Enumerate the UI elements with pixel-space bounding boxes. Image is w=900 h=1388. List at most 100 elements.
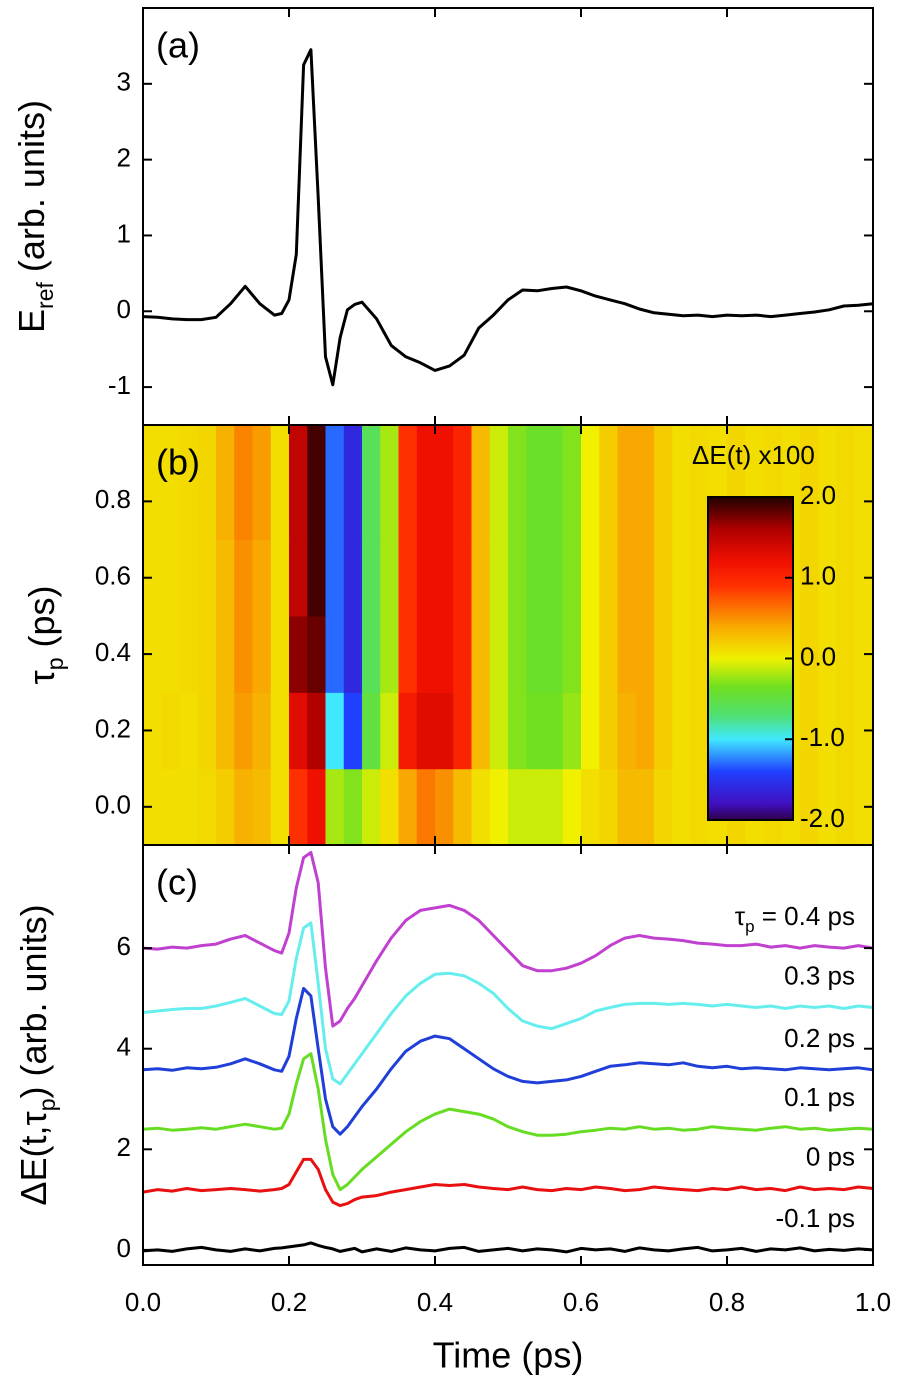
heat-cell [161, 615, 181, 693]
heat-cell [234, 615, 254, 693]
heat-cell [252, 539, 272, 617]
heat-cell [362, 425, 381, 541]
heat-cell [143, 425, 162, 541]
heat-cell [161, 539, 181, 617]
heat-cell [617, 425, 637, 541]
heat-cell [216, 692, 235, 770]
y-tick-label: 0.0 [95, 790, 131, 820]
heat-cell [672, 692, 692, 770]
series-label: τp = 0.4 ps [735, 901, 855, 936]
heat-cell [307, 539, 327, 617]
heat-cell [836, 539, 856, 617]
heat-cell [435, 768, 454, 846]
heat-cell [197, 615, 217, 693]
colorbar-tick-label: 1.0 [800, 561, 836, 591]
heat-cell [161, 425, 181, 541]
heat-cell [179, 615, 199, 693]
heat-cell [690, 768, 710, 846]
heat-cell [526, 539, 546, 617]
heat-cell [599, 425, 619, 541]
heat-cell [544, 425, 564, 541]
heat-cell [635, 768, 655, 846]
heat-cell [489, 692, 509, 770]
text-run: -0.1 ps [776, 1203, 856, 1233]
heat-cell [234, 692, 254, 770]
heat-cell [380, 692, 400, 770]
y-tick-label: 0.4 [95, 637, 131, 667]
heat-cell [635, 615, 655, 693]
heat-cell [325, 539, 345, 617]
heat-cell [398, 615, 418, 693]
heat-cell [800, 425, 819, 541]
heat-cell [325, 425, 345, 541]
text-run: τ [21, 670, 62, 684]
heat-cell [197, 768, 217, 846]
y-tick-label: 2 [117, 143, 131, 173]
series-label: 0 ps [806, 1141, 855, 1171]
heat-cell [800, 615, 819, 693]
heat-cell [270, 425, 290, 541]
heat-cell [654, 692, 673, 770]
heat-cell [800, 692, 819, 770]
heat-cell [672, 768, 692, 846]
y-tick-label: 0 [117, 294, 131, 324]
heat-cell [343, 615, 363, 693]
text-run: τ [735, 901, 746, 931]
heat-cell [380, 768, 400, 846]
heat-cell [599, 692, 619, 770]
heat-cell [635, 539, 655, 617]
heat-cell [818, 539, 838, 617]
heat-cell [252, 615, 272, 693]
y-tick-label: -1 [108, 370, 131, 400]
heat-cell [435, 425, 454, 541]
heat-cell [216, 615, 235, 693]
text-run: ) (arb. units) [13, 904, 54, 1098]
series-label: -0.1 ps [776, 1203, 856, 1233]
heat-cell [690, 539, 710, 617]
heat-cell [654, 425, 673, 541]
colorbar-tick-label: 2.0 [800, 480, 836, 510]
heat-cell [362, 692, 381, 770]
x-tick-label: 0.6 [563, 1287, 599, 1317]
heat-cell [489, 768, 509, 846]
data-line [142, 48, 874, 387]
heat-cell [143, 692, 162, 770]
y-tick-label: 0.8 [95, 484, 131, 514]
heat-cell [562, 539, 582, 617]
heat-cell [289, 425, 308, 541]
data-line [142, 921, 874, 1086]
y-axis-title: Eref (arb. units) [11, 100, 59, 333]
heat-cell [544, 768, 564, 846]
panel-label: (a) [156, 25, 200, 66]
heat-cell [435, 539, 454, 617]
x-tick-label: 0.8 [709, 1287, 745, 1317]
heat-cell [343, 692, 363, 770]
heat-cell [836, 692, 856, 770]
heat-cell [635, 692, 655, 770]
heat-cell [599, 615, 619, 693]
heat-cell [854, 425, 874, 541]
heat-cell [179, 768, 199, 846]
heat-cell [416, 615, 436, 693]
heat-cell [581, 692, 600, 770]
text-run: 0.2 ps [784, 1023, 855, 1053]
heat-cell [489, 425, 509, 541]
heat-cell [635, 425, 655, 541]
heat-cell [143, 539, 162, 617]
heat-cell [672, 425, 692, 541]
heat-cell [179, 425, 199, 541]
heat-cell [325, 768, 345, 846]
heat-cell [818, 425, 838, 541]
text-run: ref [32, 281, 58, 308]
y-axis-title: ΔE(t,τp) (arb. units) [13, 904, 61, 1205]
heat-cell [672, 539, 692, 617]
plot-frame [142, 7, 874, 426]
heat-cell [270, 615, 290, 693]
heat-cell [453, 615, 473, 693]
heat-cell [581, 768, 600, 846]
heat-cell [562, 768, 582, 846]
colorbar-tick-label: 0.0 [800, 641, 836, 671]
heat-cell [690, 615, 710, 693]
heat-cell [252, 692, 272, 770]
heat-cell [325, 692, 345, 770]
